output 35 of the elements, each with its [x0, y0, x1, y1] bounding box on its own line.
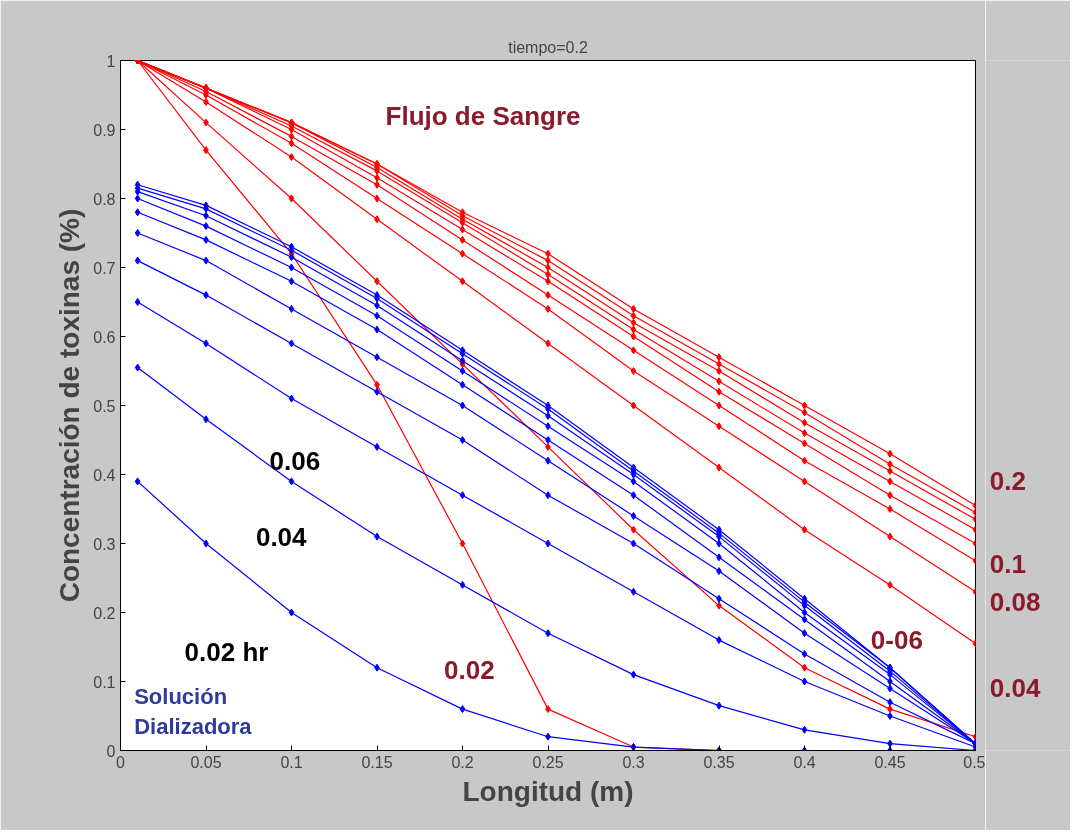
x-tick-label: 0.1 [280, 753, 303, 771]
annotation: 0.06 [269, 445, 321, 476]
y-tick-label: 0 [106, 742, 116, 760]
y-tick-label: 0.2 [93, 604, 116, 622]
y-tick-label: 0.6 [93, 328, 116, 346]
y-axis-title: Concentración de toxinas (%) [54, 208, 86, 603]
x-tick-label: 0.3 [622, 753, 645, 771]
x-tick-label: 0.2 [451, 753, 474, 771]
y-tick-label: 0.5 [93, 397, 116, 415]
text: 0.04 [989, 673, 1041, 704]
text: 0.08 [989, 587, 1041, 618]
y-tick-label: 0.9 [93, 121, 116, 139]
x-axis-title: Longitud (m) [462, 775, 634, 807]
annotation: Solución Dializadora [134, 683, 253, 739]
chart-title: tiempo=0.2 [508, 38, 588, 56]
annotation: 0.02 [444, 654, 495, 685]
y-tick-label: 0.8 [93, 190, 116, 208]
annotation: 0.04 [255, 521, 308, 552]
x-tick-label: 0.15 [361, 753, 393, 771]
y-tick-label: 0.7 [93, 259, 116, 277]
y-tick-label: 0.4 [93, 466, 116, 484]
text: 0.1 [989, 549, 1026, 580]
y-tick-label: 0.3 [93, 535, 116, 553]
x-tick-label: 0.5 [963, 753, 986, 771]
x-tick-label: 0.25 [532, 753, 564, 771]
x-tick-label: 0.45 [874, 753, 906, 771]
text: 0.2 [989, 466, 1026, 497]
annotation: 0.02 hr [184, 636, 269, 667]
y-tick-label: 0.1 [93, 673, 116, 691]
annotation: Flujo de Sangre [385, 100, 581, 131]
x-tick-label: 0.05 [190, 753, 222, 771]
x-tick-label: 0.35 [703, 753, 735, 771]
annotation: 0-06 [870, 625, 923, 656]
x-tick-label: 0.4 [793, 753, 816, 771]
y-tick-label: 1 [106, 52, 116, 70]
